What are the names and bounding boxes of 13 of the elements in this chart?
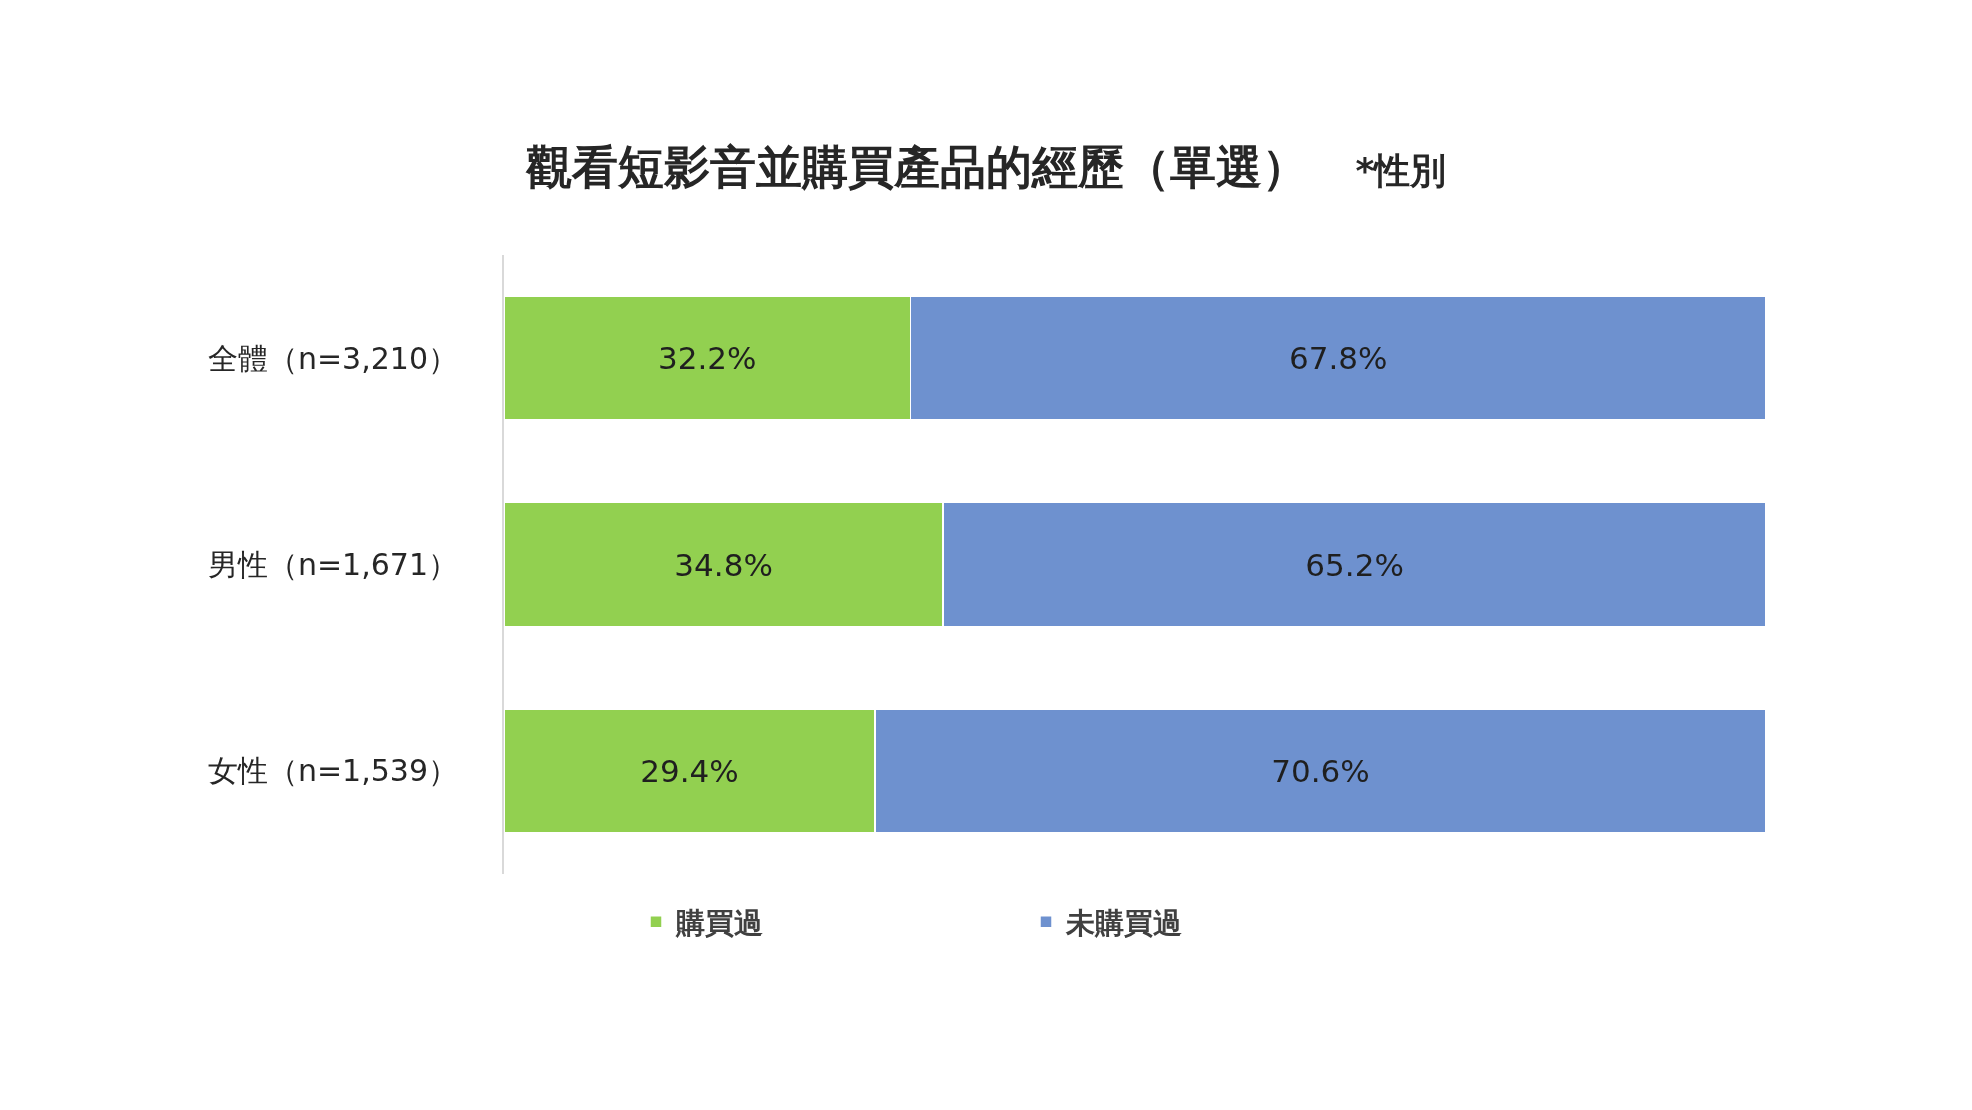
legend-label: 未購買過 <box>1065 906 1182 941</box>
data-label: 65.2% <box>1305 546 1404 583</box>
data-label: 29.4% <box>640 752 739 789</box>
chart-subtitle: *性別 <box>1355 150 1447 192</box>
y-tick-label: 女性（n=1,539） <box>207 753 458 789</box>
chart-title: 觀看短影音並購買產品的經歷（單選） <box>525 140 1308 195</box>
data-label: 70.6% <box>1271 752 1370 789</box>
y-tick-label: 全體（n=3,210） <box>207 340 458 376</box>
legend-label: 購買過 <box>675 906 763 941</box>
data-label: 67.8% <box>1288 340 1388 377</box>
data-label: 34.8% <box>674 546 773 583</box>
data-label: 32.2% <box>657 340 757 377</box>
y-tick-label: 男性（n=1,671） <box>207 547 458 582</box>
